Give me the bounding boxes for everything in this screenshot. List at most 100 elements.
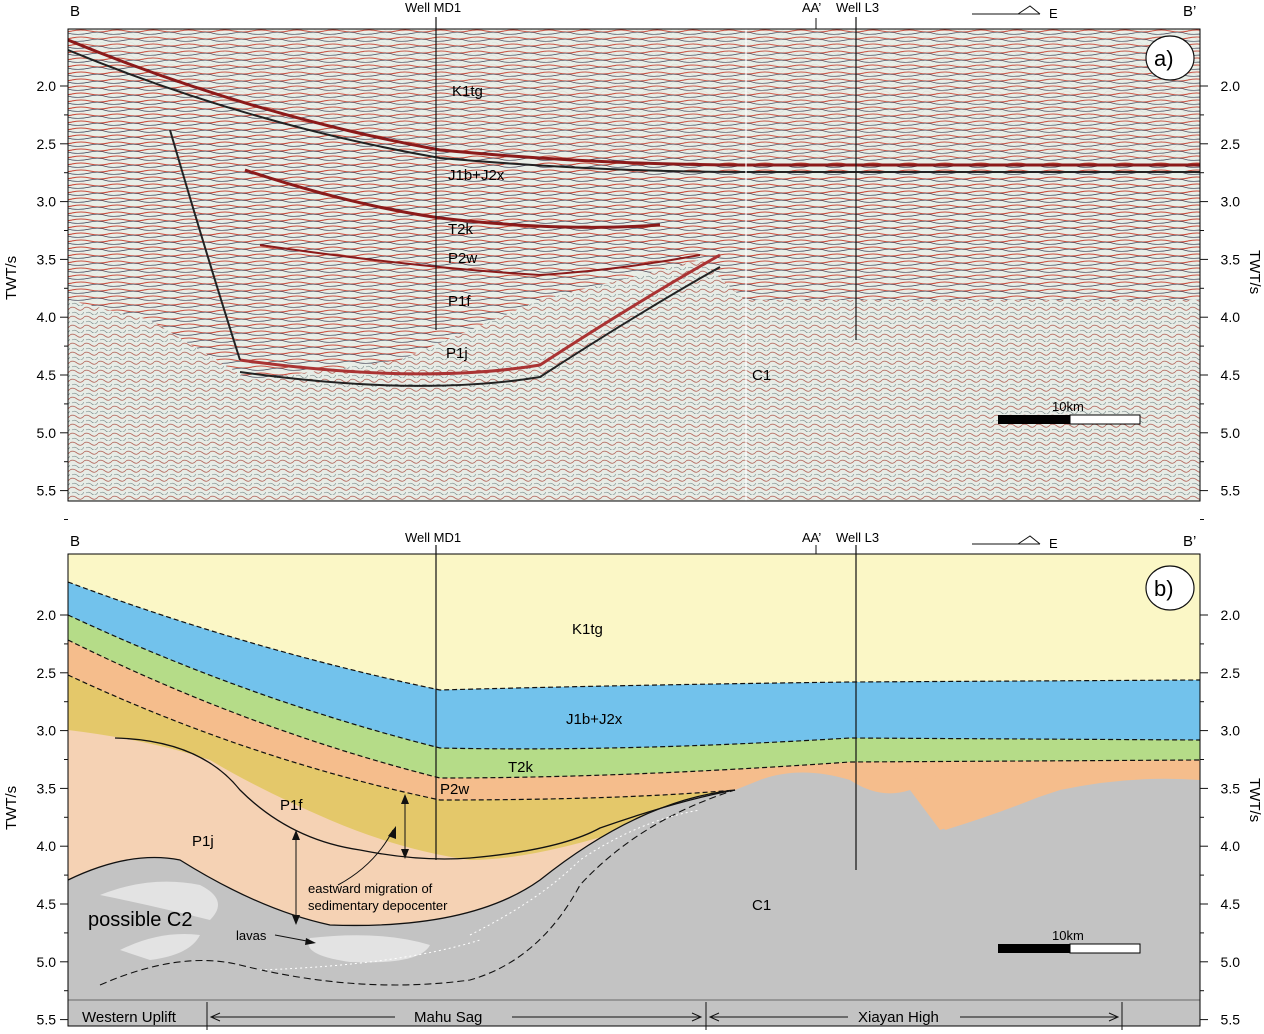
unit-p1f-a: P1f bbox=[448, 293, 471, 310]
boundary-base-j bbox=[68, 614, 1200, 750]
scale-bar-b bbox=[998, 943, 1141, 954]
y-axis-title-right-a: TWT/s bbox=[1246, 250, 1263, 294]
unit-p2w-a: P2w bbox=[448, 250, 477, 267]
y-tick-label: 3.0 bbox=[1221, 723, 1241, 739]
y-tick-label: 5.5 bbox=[37, 1012, 57, 1028]
y-tick-label: 2.0 bbox=[37, 607, 57, 623]
lavas-arrow bbox=[274, 934, 316, 945]
boundary-base-p1j bbox=[68, 789, 736, 927]
tie-line-label-a: AA’ bbox=[802, 0, 821, 15]
y-tick-label: 3.5 bbox=[37, 251, 57, 267]
well-l3-label-b: Well L3 bbox=[836, 530, 879, 545]
unit-p1f-b: P1f bbox=[280, 797, 303, 814]
migration-arrow bbox=[337, 826, 396, 886]
y-tick-label: 3.5 bbox=[1221, 780, 1241, 796]
panel-a-label: a) bbox=[1154, 46, 1174, 71]
y-tick-label: 4.0 bbox=[37, 838, 57, 854]
y-axis-ticks: 2.0 2.0 2.5 2.5 3.0 3.0 3.5 3.5 4.0 4.0 4.5 4.5 5.0 5… bbox=[37, 78, 1241, 1028]
boundary-base-k1tg bbox=[68, 581, 1200, 691]
y-tick-label: 2.5 bbox=[37, 665, 57, 681]
lavas-label: lavas bbox=[236, 928, 267, 943]
region-arrows bbox=[209, 1012, 1120, 1022]
unit-c2-b: possible C2 bbox=[88, 909, 193, 931]
panel-b-interpretation bbox=[67, 553, 1201, 1027]
y-tick-label: 4.0 bbox=[37, 309, 57, 325]
unit-c1-b: C1 bbox=[752, 897, 771, 914]
y-tick-label: 3.5 bbox=[37, 780, 57, 796]
region-mahu-sag: Mahu Sag bbox=[414, 1009, 482, 1026]
unit-p1j-b: P1j bbox=[192, 833, 214, 850]
y-tick-label: 2.0 bbox=[1221, 607, 1241, 623]
direction-label-a: E bbox=[1049, 6, 1058, 21]
direction-symbol-b bbox=[972, 535, 1041, 545]
unit-t2k-b: T2k bbox=[508, 759, 534, 776]
scale-bar-label-a: 10km bbox=[1052, 399, 1084, 414]
lava-body-3 bbox=[120, 934, 200, 960]
y-axis-title-left-a: TWT/s bbox=[3, 256, 20, 300]
well-md1-label-a: Well MD1 bbox=[405, 0, 461, 15]
boundary-base-p2w bbox=[68, 674, 736, 801]
unit-t2k-a: T2k bbox=[448, 221, 474, 238]
y-tick-label: 3.5 bbox=[1221, 251, 1241, 267]
thickness-arrow-east bbox=[401, 794, 409, 859]
y-tick-label: 4.5 bbox=[37, 367, 57, 383]
thickness-arrow-west bbox=[292, 830, 300, 925]
y-tick-label: 5.0 bbox=[1221, 954, 1241, 970]
tie-line-label-b: AA’ bbox=[802, 530, 821, 545]
region-dividers bbox=[68, 999, 1200, 1030]
migration-label-line2: sedimentary depocenter bbox=[308, 898, 448, 913]
y-axis-title-right-b: TWT/s bbox=[1246, 778, 1263, 822]
unit-k1tg-b: K1tg bbox=[572, 621, 603, 638]
well-l3-label-a: Well L3 bbox=[836, 0, 879, 15]
profile-end-left-a: B bbox=[70, 3, 80, 20]
unit-k1tg-a: K1tg bbox=[452, 83, 483, 100]
y-tick-label: 2.0 bbox=[37, 78, 57, 94]
y-tick-label: 2.5 bbox=[1221, 136, 1241, 152]
region-western-uplift: Western Uplift bbox=[82, 1009, 177, 1026]
lava-body-1 bbox=[100, 881, 218, 920]
y-tick-label: 2.0 bbox=[1221, 78, 1241, 94]
migration-dotted-path-2 bbox=[259, 939, 481, 971]
y-tick-label: 5.0 bbox=[37, 954, 57, 970]
panel-a-badge bbox=[1145, 35, 1195, 81]
y-tick-label: 2.5 bbox=[37, 136, 57, 152]
y-tick-label: 4.5 bbox=[37, 896, 57, 912]
lava-body-2 bbox=[308, 935, 430, 963]
well-md1-label-b: Well MD1 bbox=[405, 530, 461, 545]
y-axis-title-left-b: TWT/s bbox=[3, 786, 20, 830]
y-tick-label: 3.0 bbox=[1221, 194, 1241, 210]
y-tick-label: 5.0 bbox=[1221, 425, 1241, 441]
scale-bar-label-b: 10km bbox=[1052, 928, 1084, 943]
boundary-base-p1f bbox=[114, 737, 736, 860]
profile-end-right-b: B’ bbox=[1183, 533, 1196, 550]
y-tick-label: 5.5 bbox=[1221, 1012, 1241, 1028]
p2w-infill-east bbox=[900, 760, 1200, 830]
scale-bar-a bbox=[998, 414, 1141, 425]
unit-j-b: J1b+J2x bbox=[566, 711, 623, 728]
direction-label-b: E bbox=[1049, 536, 1058, 551]
profile-end-left-b: B bbox=[70, 533, 80, 550]
profile-end-right-a: B’ bbox=[1183, 3, 1196, 20]
y-tick-label: 5.5 bbox=[37, 483, 57, 499]
unit-p2w-b: P2w bbox=[440, 781, 469, 798]
y-tick-label: 3.0 bbox=[37, 194, 57, 210]
y-tick-label: 4.0 bbox=[1221, 838, 1241, 854]
y-tick-label: 4.5 bbox=[1221, 367, 1241, 383]
y-tick-label: 2.5 bbox=[1221, 665, 1241, 681]
fault-dashed bbox=[99, 789, 736, 986]
migration-dotted-path bbox=[469, 809, 701, 936]
y-tick-label: 4.0 bbox=[1221, 309, 1241, 325]
y-tick-label: 5.5 bbox=[1221, 483, 1241, 499]
y-tick-label: 5.0 bbox=[37, 425, 57, 441]
y-tick-label: 4.5 bbox=[1221, 896, 1241, 912]
unit-c1-a: C1 bbox=[752, 367, 771, 384]
direction-symbol-a bbox=[972, 5, 1041, 15]
panel-a-seismic bbox=[67, 28, 1201, 502]
panel-b-label: b) bbox=[1154, 576, 1174, 601]
migration-label-line1: eastward migration of bbox=[308, 881, 433, 896]
region-xiayan-high: Xiayan High bbox=[858, 1009, 939, 1026]
unit-p1j-a: P1j bbox=[446, 345, 468, 362]
basement bbox=[68, 772, 1200, 1026]
panel-b-badge bbox=[1145, 565, 1195, 611]
